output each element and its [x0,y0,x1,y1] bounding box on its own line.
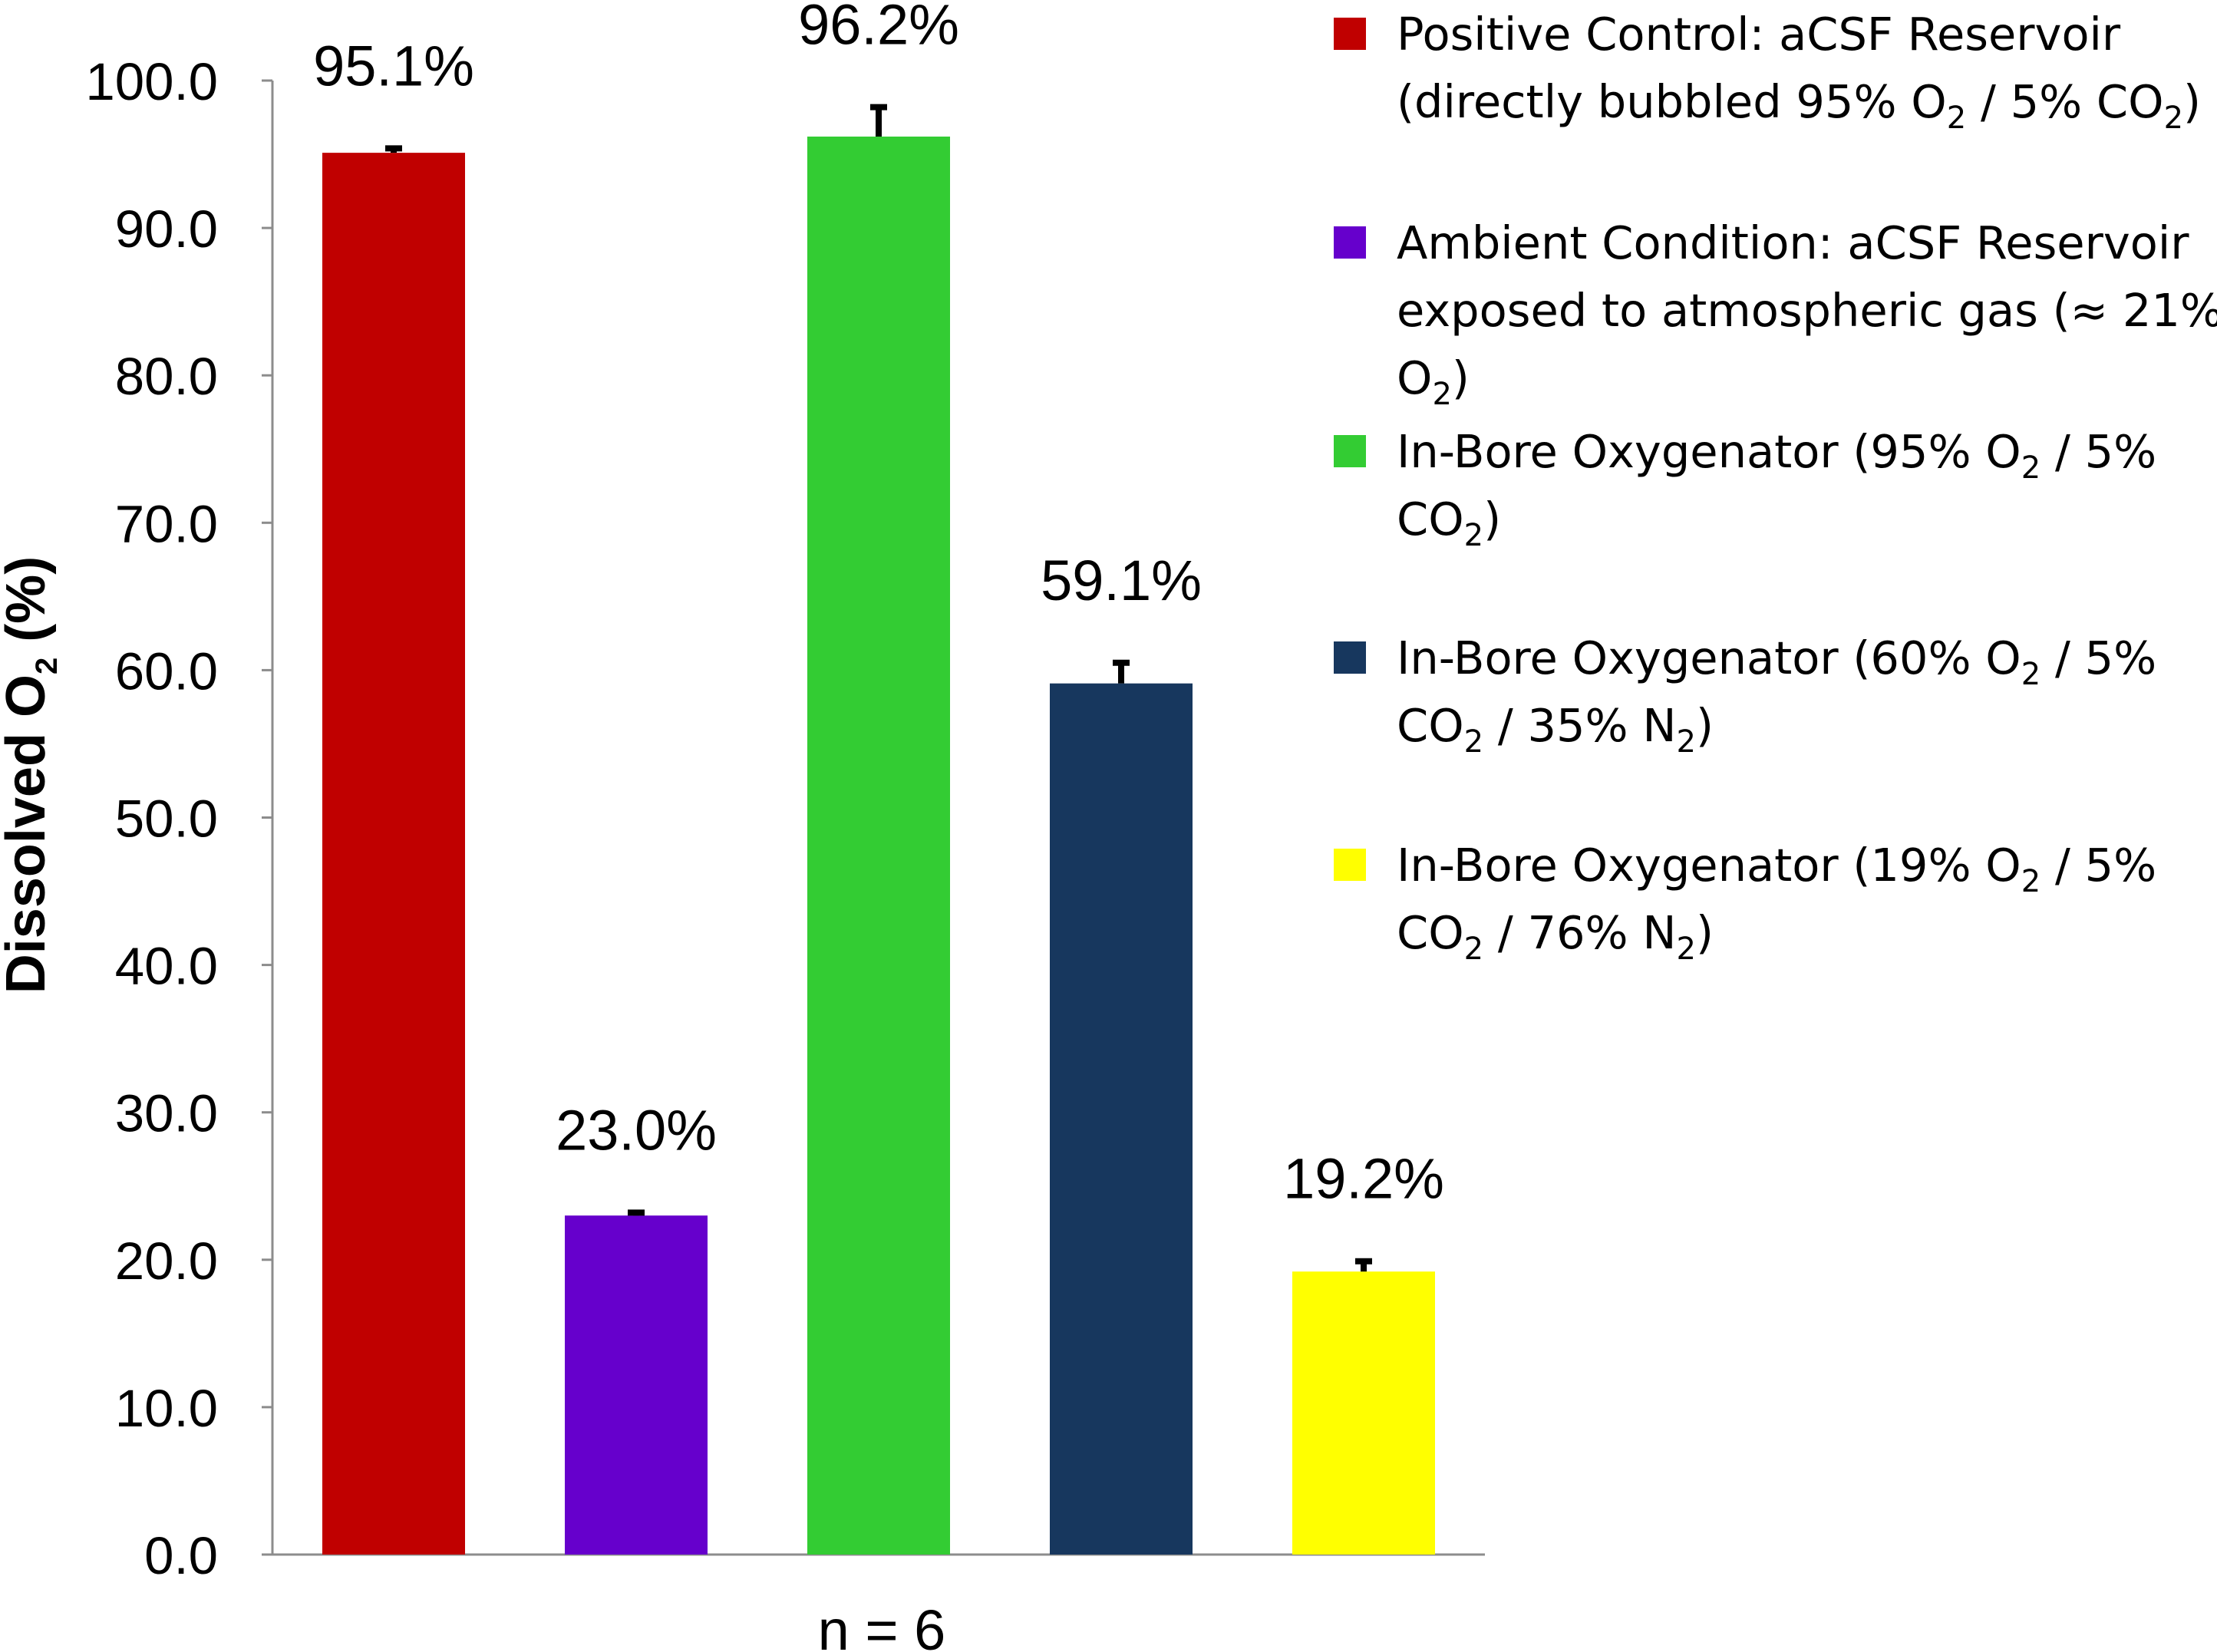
legend-label: Ambient Condition: aCSF Reservoir [1397,216,2189,269]
data-label: 95.1% [313,34,474,97]
legend-swatch [1334,226,1366,259]
legend-label: In-Bore Oxygenator (19% O2 / 5% [1397,839,2156,899]
y-tick-label: 10.0 [115,1379,218,1438]
legend-item: In-Bore Oxygenator (95% O2 / 5% CO2) [1334,425,2156,553]
legend-swatch [1334,641,1366,674]
legend-label: In-Bore Oxygenator (60% O2 / 5% [1397,631,2156,692]
y-tick-label: 60.0 [115,641,218,701]
bar [1050,683,1193,1555]
legend-label: Positive Control: aCSF Reservoir [1397,8,2121,61]
legend-label: O2) [1397,351,1470,412]
legend: Positive Control: aCSF Reservoir (directl… [1334,8,2217,967]
legend-item: Positive Control: aCSF Reservoir (directl… [1334,8,2201,136]
bar [807,136,950,1555]
y-tick-label: 100.0 [85,52,218,111]
y-axis-label-base: Dissolved O [0,674,57,994]
y-axis-label-rest: (%) [0,556,57,658]
y-tick-label: 80.0 [115,347,218,406]
legend-item: In-Bore Oxygenator (19% O2 / 5% CO2 / 76%… [1334,839,2156,967]
legend-label: In-Bore Oxygenator (95% O2 / 5% [1397,425,2156,486]
bar [322,153,465,1555]
y-tick-label: 0.0 [144,1526,218,1585]
bar [565,1215,708,1555]
y-tick-label: 40.0 [115,937,218,996]
y-tick-label: 30.0 [115,1084,218,1143]
error-bar [1355,1258,1372,1272]
legend-label: (directly bubbled 95% O2 / 5% CO2) [1397,75,2201,136]
y-tick-label: 50.0 [115,790,218,849]
bar [1292,1271,1435,1555]
legend-label: CO2 / 76% N2) [1397,906,1714,967]
legend-item: In-Bore Oxygenator (60% O2 / 5% CO2 / 35%… [1334,631,2156,760]
data-label: 59.1% [1041,549,1202,612]
data-label: 19.2% [1283,1147,1444,1211]
error-bar [1113,659,1130,684]
legend-item: Ambient Condition: aCSF Reservoir exposed… [1334,216,2217,412]
y-axis: 0.0 10.0 20.0 30.0 40.0 50.0 60.0 70.0 80.0 90.0 1… [85,52,1485,1585]
error-bar [628,1209,645,1216]
data-label: 96.2% [798,0,959,57]
legend-label: CO2 / 35% N2) [1397,699,1714,760]
legend-label: CO2) [1397,493,1501,553]
legend-label: exposed to atmospheric gas (≈ 21% [1397,284,2217,337]
error-bar [870,104,887,137]
data-labels: 95.1% 23.0% 96.2% 59.1% 19.2% [313,0,1444,1211]
legend-swatch [1334,435,1366,467]
y-tick-label: 20.0 [115,1232,218,1291]
y-tick-label: 90.0 [115,199,218,259]
y-axis-label-sub: 2 [30,658,64,674]
legend-swatch [1334,18,1366,50]
y-axis-label: Dissolved O2 (%) [0,556,64,994]
error-bar [385,145,402,153]
x-axis-label: n = 6 [818,1598,946,1652]
data-label: 23.0% [556,1098,717,1162]
y-tick-label: 70.0 [115,494,218,553]
bars [322,136,1435,1555]
error-bars [385,104,1372,1272]
legend-swatch [1334,849,1366,881]
